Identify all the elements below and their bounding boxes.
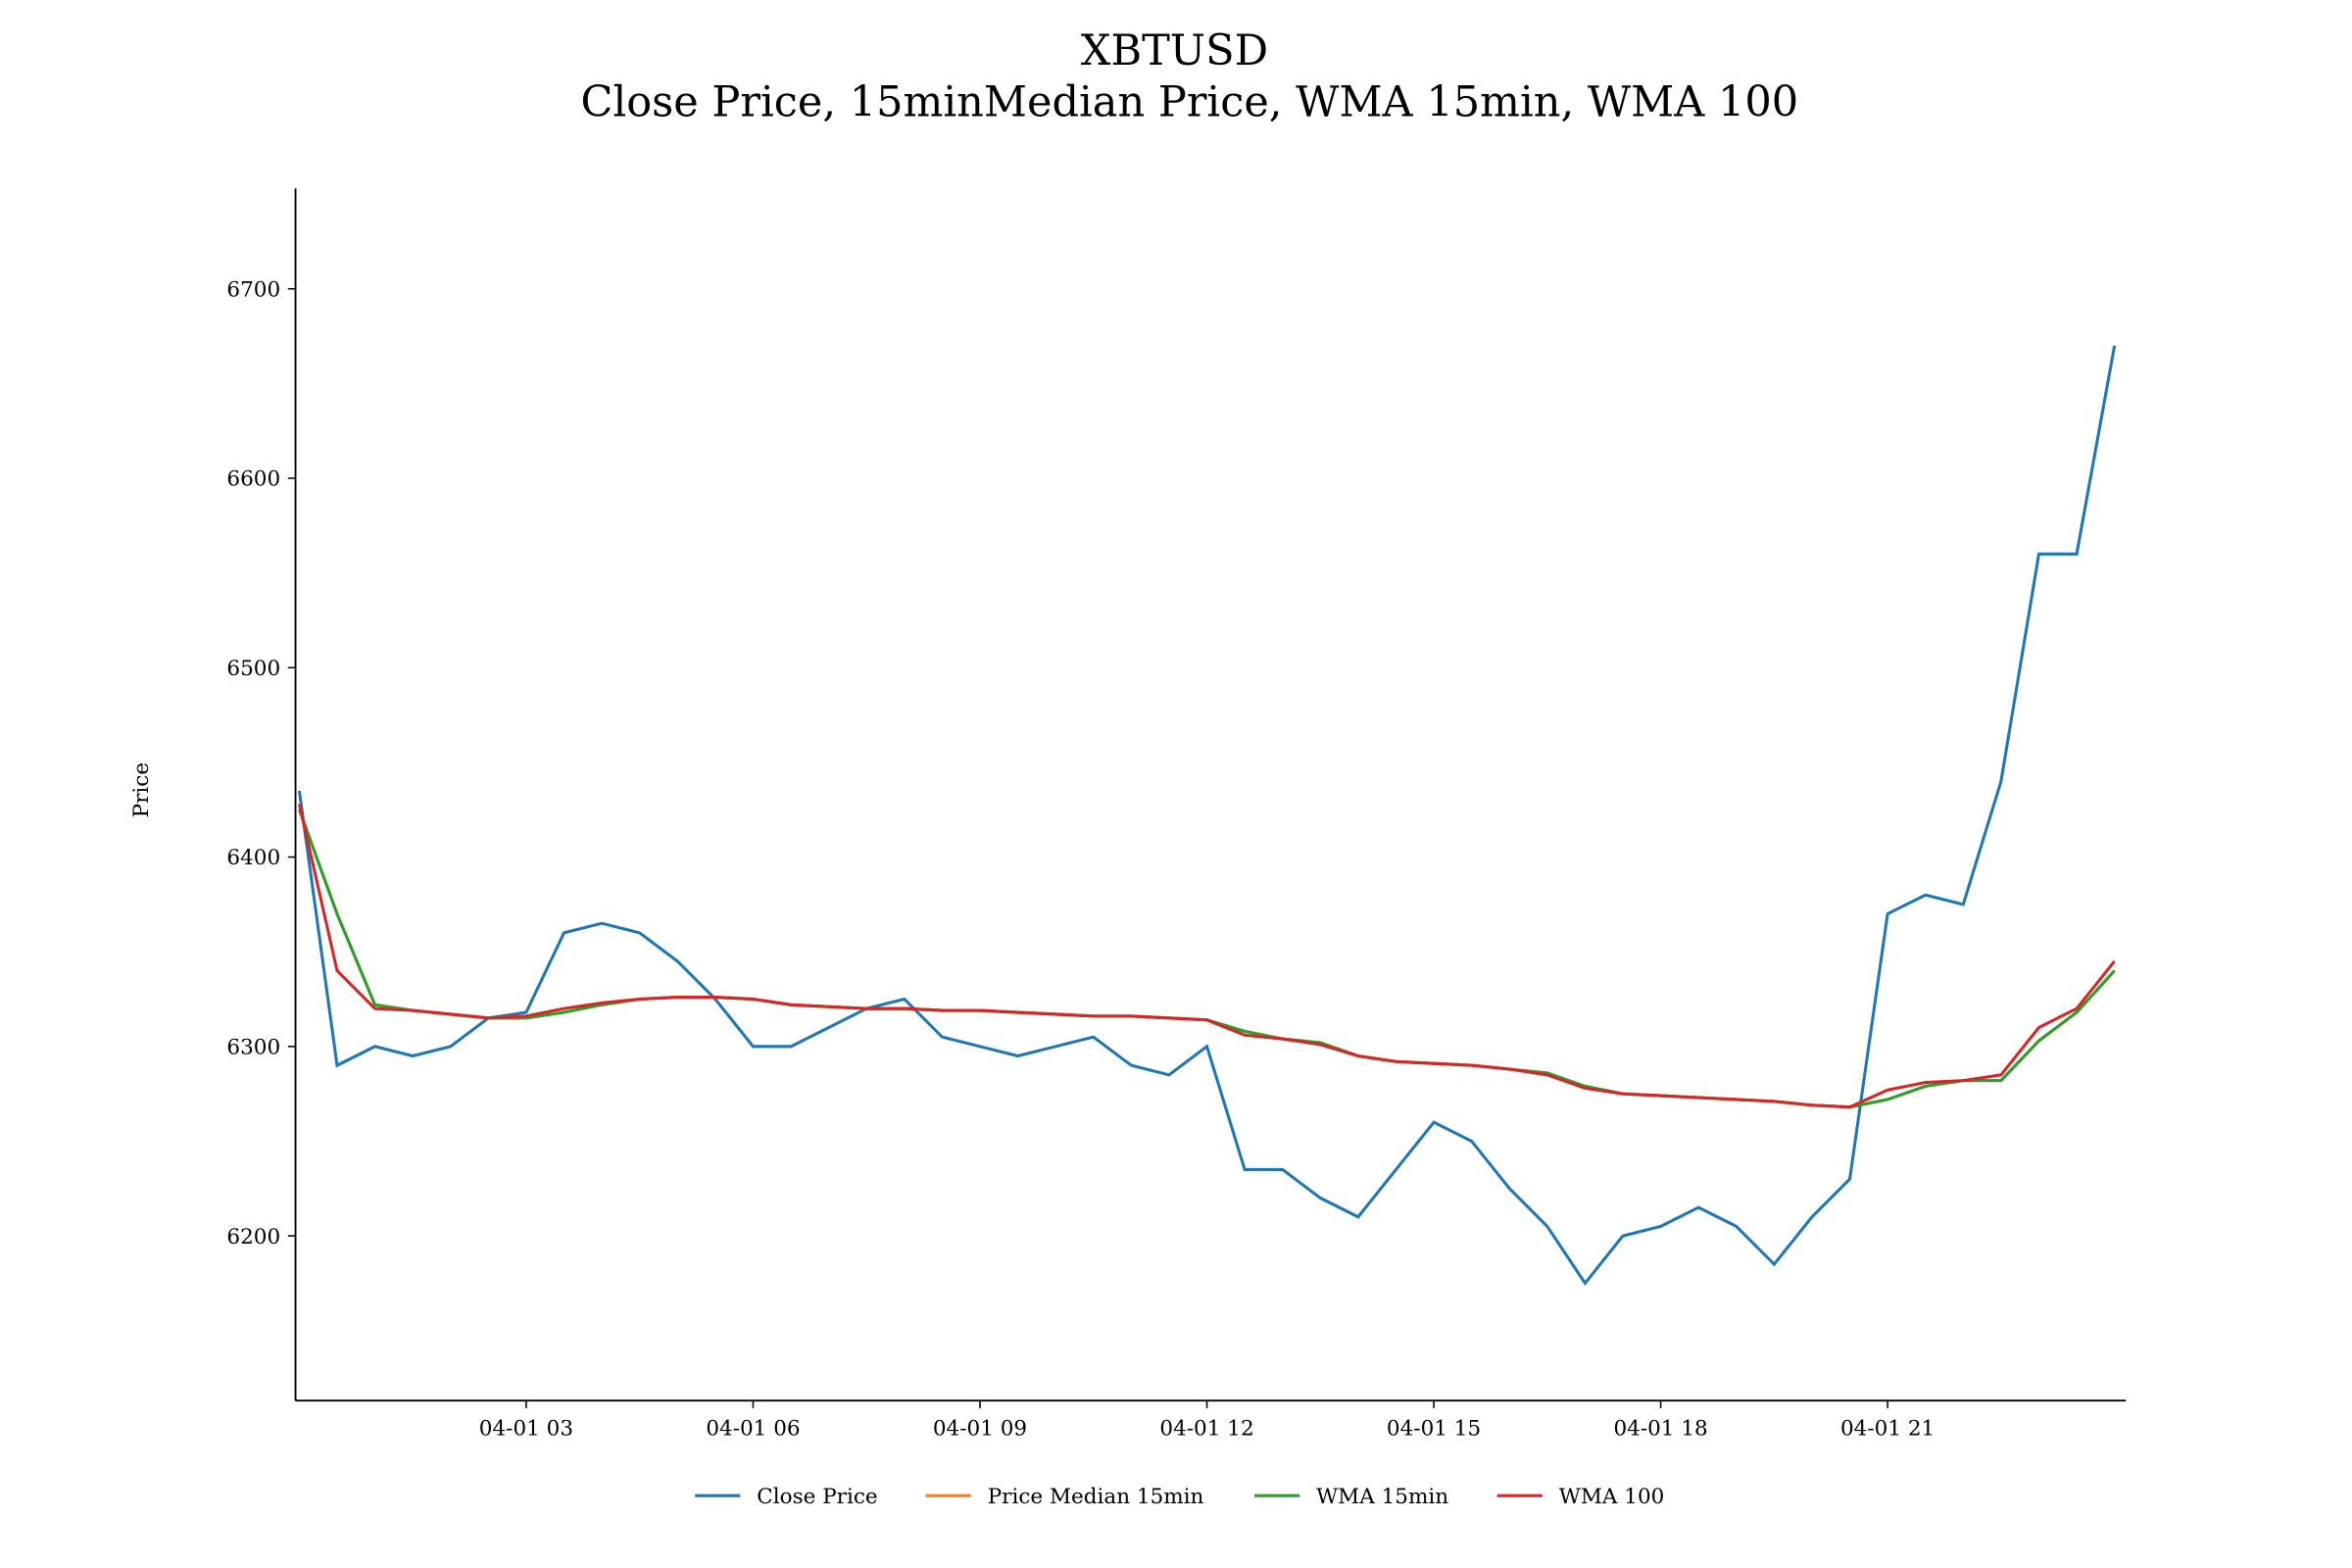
series-line [297, 804, 2116, 1109]
legend-label: Close Price [757, 1485, 877, 1509]
chart-subtitle: Close Price, 15minMedian Price, WMA 15mi… [581, 77, 1799, 126]
y-tick-label: 6600 [226, 467, 280, 492]
x-tick-label: 04-01 12 [1159, 1417, 1253, 1442]
legend-label: WMA 100 [1559, 1485, 1665, 1509]
y-tick-label: 6200 [226, 1225, 280, 1250]
y-tick-label: 6300 [226, 1036, 280, 1060]
x-tick-label: 04-01 03 [479, 1417, 573, 1442]
x-tick-label: 04-01 21 [1840, 1417, 1935, 1442]
x-tick-label: 04-01 18 [1613, 1417, 1707, 1442]
legend-label: Price Median 15min [988, 1485, 1204, 1509]
y-tick-label: 6500 [226, 657, 280, 681]
x-tick-label: 04-01 09 [933, 1417, 1027, 1442]
series-line [297, 345, 2117, 1287]
y-tick-label: 6700 [226, 277, 280, 302]
series-line [297, 808, 2116, 1109]
x-tick-label: 04-01 06 [706, 1417, 800, 1442]
y-tick-label: 6400 [226, 846, 280, 870]
legend-label: WMA 15min [1316, 1485, 1448, 1509]
y-axis-label: Price [129, 762, 154, 817]
chart-title: XBTUSD [1081, 26, 1268, 75]
x-tick-label: 04-01 15 [1387, 1417, 1481, 1442]
series-line [297, 808, 2116, 1109]
